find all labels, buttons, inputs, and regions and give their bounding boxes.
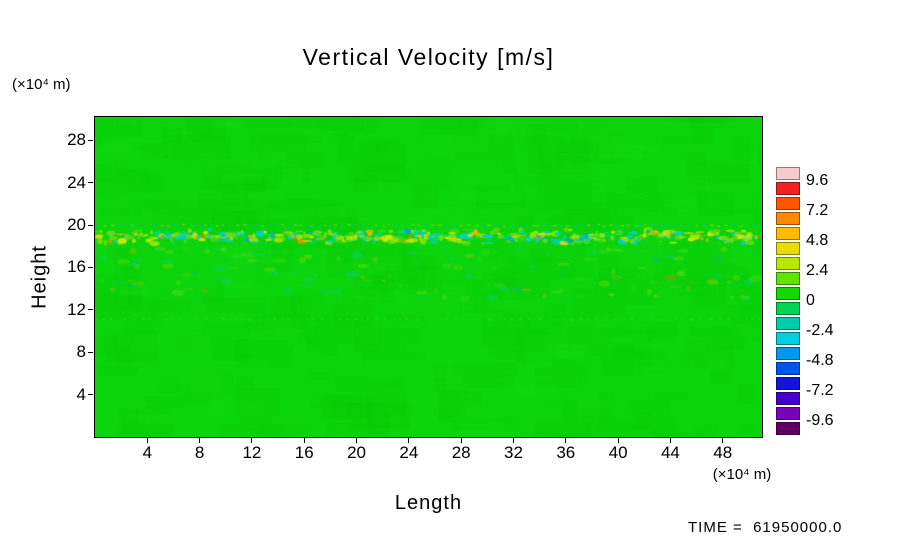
x-tick bbox=[199, 438, 201, 443]
y-tick-label: 8 bbox=[76, 342, 86, 362]
colorbar-segment bbox=[776, 227, 800, 240]
colorbar-segment bbox=[776, 197, 800, 210]
colorbar-tick-label: -4.8 bbox=[806, 352, 834, 369]
y-unit-label: (×10⁴ m) bbox=[12, 76, 71, 93]
x-axis-label: Length bbox=[394, 492, 463, 514]
colorbar-segment bbox=[776, 422, 800, 435]
y-tick bbox=[88, 394, 93, 396]
x-tick-label: 32 bbox=[504, 443, 523, 462]
x-tick bbox=[146, 438, 148, 443]
y-tick-label: 24 bbox=[67, 172, 86, 192]
x-tick-label: 36 bbox=[556, 443, 576, 462]
y-tick-label: 20 bbox=[67, 215, 86, 235]
x-tick bbox=[617, 438, 619, 443]
x-tick-label: 12 bbox=[242, 443, 262, 462]
colorbar-segment bbox=[776, 392, 800, 405]
colorbar-segment bbox=[776, 377, 800, 390]
x-tick-label: 8 bbox=[194, 443, 205, 462]
colorbar-tick-label: 0 bbox=[806, 292, 815, 309]
y-tick bbox=[88, 182, 93, 184]
colorbar-segment bbox=[776, 242, 800, 255]
colorbar-segment bbox=[776, 167, 800, 180]
colorbar-segment bbox=[776, 212, 800, 225]
x-tick bbox=[356, 438, 358, 443]
colorbar-segment bbox=[776, 317, 800, 330]
colorbar-tick-label: 7.2 bbox=[806, 202, 829, 219]
chart-title: Vertical Velocity [m/s] bbox=[302, 44, 555, 70]
y-tick bbox=[88, 266, 93, 268]
colorbar-segment bbox=[776, 272, 800, 285]
y-tick bbox=[88, 224, 93, 226]
x-tick-label: 24 bbox=[399, 443, 419, 462]
x-tick bbox=[460, 438, 462, 443]
y-tick bbox=[88, 351, 93, 353]
x-tick bbox=[513, 438, 514, 443]
x-tick bbox=[303, 438, 305, 443]
colorbar-segment bbox=[776, 287, 800, 300]
x-tick-label: 28 bbox=[451, 443, 471, 462]
colorbar-segment bbox=[776, 362, 800, 375]
x-tick bbox=[408, 438, 410, 443]
y-tick-label: 16 bbox=[67, 257, 86, 277]
colorbar-tick-label: 9.6 bbox=[806, 172, 829, 189]
x-unit-label: (×10⁴ m) bbox=[712, 466, 772, 483]
colorbar-segment bbox=[776, 182, 800, 195]
colorbar-segment bbox=[776, 302, 800, 315]
y-tick-label: 12 bbox=[67, 299, 86, 319]
colorbar-segment bbox=[776, 407, 800, 420]
y-tick bbox=[88, 139, 93, 141]
colorbar-segment bbox=[776, 347, 800, 360]
colorbar-segment bbox=[776, 332, 800, 345]
plot-area bbox=[94, 116, 763, 438]
y-tick-label: 4 bbox=[76, 384, 86, 404]
y-tick-label: 28 bbox=[67, 130, 86, 150]
x-tick bbox=[565, 438, 567, 443]
time-label: TIME = 61950000.0 bbox=[688, 519, 843, 536]
colorbar-tick-label: -2.4 bbox=[806, 322, 834, 339]
colorbar-tick-label: -7.2 bbox=[806, 382, 834, 399]
colorbar-tick-label: 2.4 bbox=[806, 262, 829, 279]
y-tick bbox=[88, 309, 93, 311]
x-tick-label: 40 bbox=[608, 443, 628, 462]
colorbar-segment bbox=[776, 257, 800, 270]
x-tick-label: 4 bbox=[142, 443, 153, 462]
x-tick-label: 48 bbox=[713, 443, 733, 462]
x-tick-label: 44 bbox=[660, 443, 680, 462]
x-tick-label: 16 bbox=[294, 443, 314, 462]
x-tick bbox=[669, 438, 671, 443]
colorbar-tick-label: -9.6 bbox=[806, 412, 834, 429]
colorbar-tick-label: 4.8 bbox=[806, 232, 829, 249]
colorbar bbox=[776, 167, 800, 437]
x-tick bbox=[251, 438, 253, 443]
heatmap-canvas bbox=[95, 117, 762, 437]
x-tick-label: 20 bbox=[347, 443, 367, 462]
x-tick bbox=[722, 438, 724, 443]
